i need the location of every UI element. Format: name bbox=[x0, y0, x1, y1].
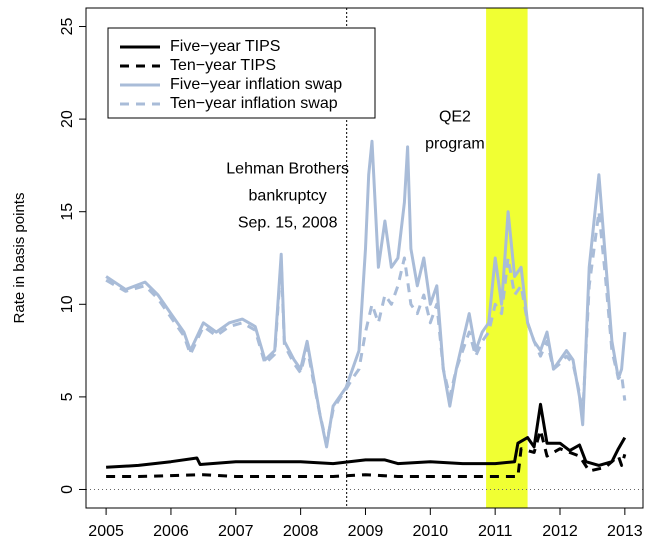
legend-box bbox=[107, 27, 376, 119]
y-axis-label: Rate in basis points bbox=[11, 193, 28, 324]
x-tick-label: 2012 bbox=[542, 523, 578, 540]
y-tick-label: 25 bbox=[59, 18, 76, 36]
series-line bbox=[106, 428, 627, 478]
y-tick-label: 20 bbox=[59, 110, 76, 128]
series-line bbox=[105, 139, 627, 449]
highlight-band bbox=[486, 8, 528, 508]
series-line bbox=[106, 402, 627, 469]
series-line bbox=[105, 210, 627, 445]
y-tick-label: 10 bbox=[59, 295, 76, 313]
legend-label: Ten−year inflation swap bbox=[170, 95, 338, 112]
legend-label: Five−year inflation swap bbox=[170, 76, 342, 93]
annotation: program bbox=[425, 135, 485, 152]
annotation: bankruptcy bbox=[249, 187, 327, 204]
annotation: Lehman Brothers bbox=[226, 160, 349, 177]
annotation: Sep. 15, 2008 bbox=[238, 214, 338, 231]
x-tick-label: 2006 bbox=[153, 523, 189, 540]
x-tick-label: 2009 bbox=[348, 523, 384, 540]
y-tick-label: 0 bbox=[59, 485, 76, 494]
annotation: QE2 bbox=[439, 108, 471, 125]
legend-label: Five−year TIPS bbox=[170, 38, 280, 55]
y-tick-label: 5 bbox=[59, 392, 76, 401]
legend-label: Ten−year TIPS bbox=[170, 57, 276, 74]
x-tick-label: 2013 bbox=[607, 523, 643, 540]
x-tick-label: 2005 bbox=[88, 523, 124, 540]
x-tick-label: 2010 bbox=[413, 523, 449, 540]
x-tick-label: 2007 bbox=[218, 523, 254, 540]
x-tick-label: 2011 bbox=[478, 523, 513, 540]
y-tick-label: 15 bbox=[59, 203, 76, 221]
x-tick-label: 2008 bbox=[283, 523, 319, 540]
